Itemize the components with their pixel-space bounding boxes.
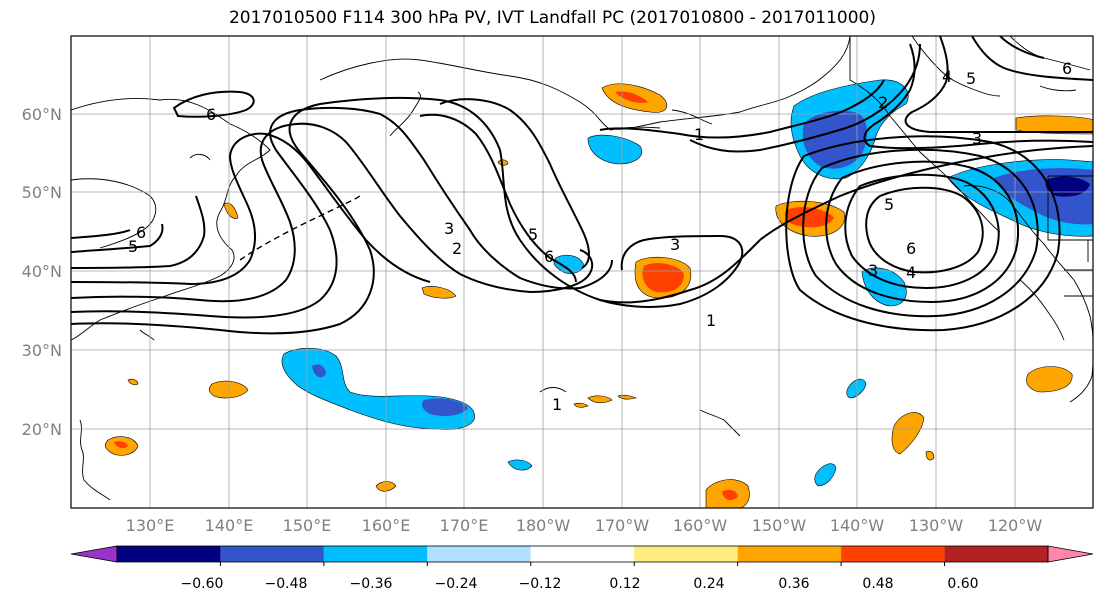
lon-label: 180°W <box>516 516 571 535</box>
figure-title: 2017010500 F114 300 hPa PV, IVT Landfall… <box>228 8 876 28</box>
colorbar-swatch <box>634 546 738 562</box>
contour-label: 1 <box>694 125 704 144</box>
colorbar-swatch <box>841 546 945 562</box>
contour-label: 2 <box>878 93 888 112</box>
colorbar-swatches <box>70 545 1094 566</box>
colorbar-tick-label: 0.60 <box>947 576 978 592</box>
contour-label: 3 <box>972 129 982 148</box>
contour-label: 4 <box>906 263 916 282</box>
colorbar-extend-min <box>70 545 118 563</box>
contour-label: 5 <box>528 225 538 244</box>
colorbar-tick-label: 0.24 <box>693 576 724 592</box>
contour-label: 4 <box>942 67 952 86</box>
contour-label: 6 <box>906 239 916 258</box>
graticule <box>71 36 1093 508</box>
lon-label: 150°E <box>283 516 332 535</box>
lat-label: 20°N <box>22 420 62 439</box>
contour-label: 3 <box>444 219 454 238</box>
contour-label: 1 <box>552 395 562 414</box>
colorbar-swatch <box>944 546 1048 562</box>
lon-label: 130°W <box>909 516 964 535</box>
lat-label: 60°N <box>22 105 62 124</box>
dashed-pv-contour <box>239 195 361 261</box>
colorbar-tick-label: −0.12 <box>519 576 562 592</box>
pv-contours <box>71 36 1093 335</box>
map-frame <box>70 35 1094 509</box>
lon-label: 140°W <box>830 516 885 535</box>
colorbar-tick-label: 0.48 <box>862 576 893 592</box>
contour-label: 3 <box>868 261 878 280</box>
colorbar-swatch <box>220 546 324 562</box>
contour-label: 6 <box>1062 59 1072 78</box>
contour-label: 5 <box>884 195 894 214</box>
colorbar-tick-label: −0.36 <box>350 576 393 592</box>
colorbar-swatch <box>530 546 635 562</box>
lon-label: 140°E <box>205 516 254 535</box>
lat-label: 30°N <box>22 341 62 360</box>
ivt-positive-anomalies <box>104 83 1093 508</box>
colorbar-swatch <box>737 546 842 562</box>
lon-label: 170°E <box>440 516 489 535</box>
contour-label: 3 <box>670 235 680 254</box>
colorbar: −0.60 −0.48 −0.36 −0.24 −0.12 0.12 0.24 … <box>70 545 1094 592</box>
colorbar-tick-label: −0.60 <box>181 576 224 592</box>
lat-label: 40°N <box>22 262 62 281</box>
lon-label: 150°W <box>752 516 807 535</box>
lon-label: 130°E <box>126 516 175 535</box>
lon-label: 160°W <box>673 516 728 535</box>
contour-label-group: 6 6 5 5 3 2 6 3 1 1 2 4 5 6 3 5 6 4 3 1 <box>128 59 1072 414</box>
contour-label: 1 <box>706 311 716 330</box>
lon-label: 120°W <box>988 516 1043 535</box>
colorbar-frame <box>116 545 1049 563</box>
contour-label: 6 <box>136 223 146 242</box>
colorbar-ticks: −0.60 −0.48 −0.36 −0.24 −0.12 0.12 0.24 … <box>181 576 979 592</box>
colorbar-extend-max <box>1047 545 1094 563</box>
longitude-labels: 130°E 140°E 150°E 160°E 170°E 180°W 170°… <box>126 516 1043 535</box>
latitude-labels: 60°N 50°N 40°N 30°N 20°N <box>22 105 62 439</box>
lat-label: 50°N <box>22 183 62 202</box>
colorbar-swatch <box>323 546 428 562</box>
contour-label: 5 <box>128 237 138 256</box>
colorbar-tick-label: −0.24 <box>435 576 478 592</box>
ivt-negative-anomalies <box>281 79 1093 487</box>
colorbar-tick-label: 0.36 <box>778 576 809 592</box>
colorbar-tick-label: −0.48 <box>265 576 308 592</box>
contour-label: 5 <box>966 69 976 88</box>
contour-label: 6 <box>206 105 216 124</box>
colorbar-swatch <box>427 546 531 562</box>
lon-label: 170°W <box>595 516 650 535</box>
colorbar-swatch <box>117 546 221 562</box>
contour-label: 2 <box>452 239 462 258</box>
lon-label: 160°E <box>362 516 411 535</box>
contour-label: 6 <box>544 247 554 266</box>
colorbar-tick-label: 0.12 <box>609 576 640 592</box>
